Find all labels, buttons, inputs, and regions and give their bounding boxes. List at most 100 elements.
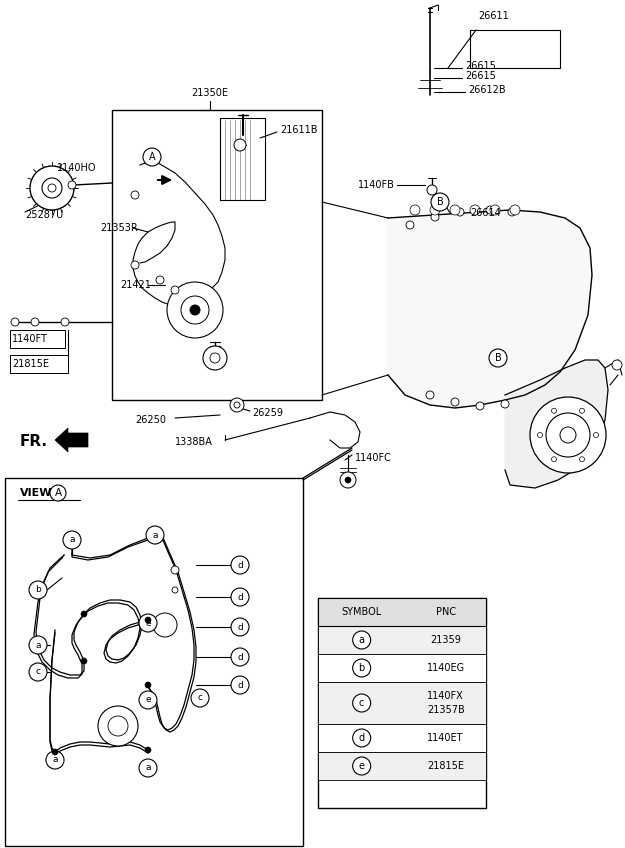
Circle shape (352, 729, 371, 747)
Circle shape (579, 408, 584, 413)
Circle shape (29, 636, 47, 654)
Text: 26612B: 26612B (468, 85, 506, 95)
Polygon shape (55, 428, 88, 452)
Bar (318, 598, 486, 808)
Circle shape (231, 676, 249, 694)
Circle shape (345, 477, 351, 483)
Circle shape (50, 485, 66, 501)
Circle shape (538, 432, 542, 438)
Circle shape (145, 682, 151, 688)
Text: 1140ET: 1140ET (428, 733, 464, 743)
Text: 26611: 26611 (478, 11, 509, 21)
Circle shape (11, 318, 19, 326)
Circle shape (340, 472, 356, 488)
Bar (5, 478, 303, 846)
Bar (10, 330, 65, 348)
Circle shape (30, 166, 74, 210)
Text: FR.: FR. (20, 434, 48, 449)
Circle shape (31, 318, 39, 326)
Circle shape (427, 185, 437, 195)
Polygon shape (388, 210, 592, 408)
Text: 26615: 26615 (465, 71, 496, 81)
Text: 26250: 26250 (135, 415, 166, 425)
Circle shape (352, 757, 371, 775)
Circle shape (508, 208, 516, 216)
Text: d: d (237, 680, 243, 689)
Circle shape (476, 402, 484, 410)
Circle shape (63, 531, 81, 549)
Circle shape (131, 261, 139, 269)
Circle shape (191, 689, 209, 707)
Circle shape (470, 205, 480, 215)
Circle shape (46, 751, 64, 769)
Circle shape (145, 747, 151, 753)
Circle shape (139, 691, 157, 709)
Circle shape (68, 181, 76, 189)
Text: 26259: 26259 (252, 408, 283, 418)
Bar (112, 110, 322, 400)
Circle shape (171, 566, 179, 574)
Text: a: a (152, 531, 158, 539)
Bar (318, 626, 486, 654)
Circle shape (431, 213, 439, 221)
Circle shape (410, 205, 420, 215)
Text: 25287U: 25287U (25, 210, 63, 220)
Circle shape (594, 432, 599, 438)
Circle shape (560, 427, 576, 443)
Text: 21359: 21359 (430, 635, 461, 645)
Circle shape (489, 349, 507, 367)
Text: a: a (69, 535, 75, 544)
Text: 21815E: 21815E (12, 359, 49, 369)
Text: 1140HO: 1140HO (57, 163, 96, 173)
Text: d: d (359, 733, 365, 743)
Circle shape (167, 282, 223, 338)
Circle shape (153, 613, 177, 637)
Text: B: B (437, 197, 443, 207)
Text: c: c (36, 667, 41, 677)
Circle shape (426, 391, 434, 399)
Circle shape (190, 305, 200, 315)
Circle shape (108, 716, 128, 736)
Text: 1140FT: 1140FT (12, 334, 48, 344)
Text: A: A (149, 152, 155, 162)
Circle shape (231, 588, 249, 606)
Text: d: d (237, 561, 243, 570)
Text: 21353R: 21353R (100, 223, 138, 233)
Circle shape (145, 617, 151, 623)
Circle shape (42, 178, 62, 198)
Circle shape (230, 398, 244, 412)
Circle shape (456, 208, 464, 216)
Text: a: a (359, 635, 364, 645)
Bar (318, 654, 486, 682)
Text: b: b (359, 663, 365, 673)
Circle shape (143, 148, 161, 166)
Polygon shape (505, 360, 608, 488)
Circle shape (490, 205, 500, 215)
Circle shape (231, 618, 249, 636)
Text: B: B (494, 353, 501, 363)
Text: b: b (35, 585, 41, 594)
Circle shape (52, 749, 58, 755)
Bar (318, 724, 486, 752)
Text: c: c (198, 694, 202, 702)
Text: a: a (52, 756, 57, 765)
Circle shape (352, 659, 371, 677)
Circle shape (551, 408, 556, 413)
Circle shape (139, 759, 157, 777)
Circle shape (29, 581, 47, 599)
Circle shape (612, 360, 622, 370)
Circle shape (486, 206, 494, 214)
Text: a: a (35, 640, 41, 650)
Circle shape (29, 663, 47, 681)
Circle shape (234, 402, 240, 408)
Circle shape (234, 139, 246, 151)
Text: d: d (237, 622, 243, 632)
Bar (318, 752, 486, 780)
Circle shape (131, 191, 139, 199)
Circle shape (181, 296, 209, 324)
Circle shape (551, 457, 556, 462)
Text: VIEW: VIEW (20, 488, 52, 498)
Circle shape (231, 556, 249, 574)
Circle shape (61, 318, 69, 326)
Circle shape (431, 193, 449, 211)
